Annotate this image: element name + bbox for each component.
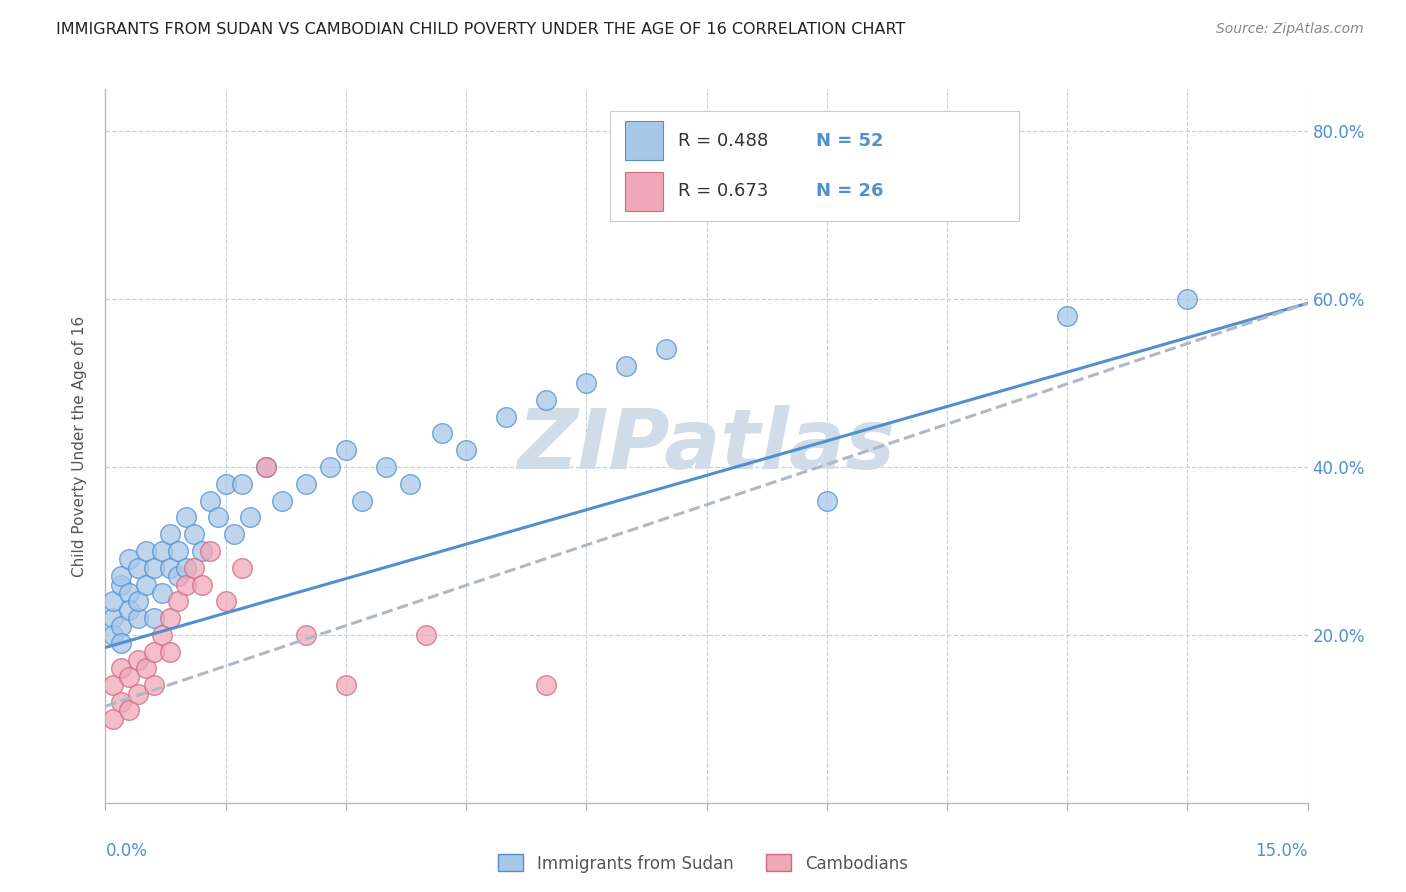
Point — [110, 695, 132, 709]
Point — [174, 560, 197, 574]
Point — [118, 670, 141, 684]
Text: N = 26: N = 26 — [815, 182, 883, 200]
Point — [166, 594, 188, 608]
Legend: Immigrants from Sudan, Cambodians: Immigrants from Sudan, Cambodians — [492, 847, 914, 880]
Point — [270, 493, 292, 508]
Point — [127, 594, 149, 608]
Point — [207, 510, 229, 524]
Point — [118, 603, 141, 617]
Point — [150, 586, 173, 600]
Point — [190, 544, 212, 558]
Point — [183, 527, 205, 541]
Point — [415, 628, 437, 642]
Point — [127, 687, 149, 701]
Point — [534, 392, 557, 407]
Point — [103, 678, 125, 692]
Point — [159, 611, 181, 625]
Point — [103, 594, 125, 608]
Point — [231, 476, 253, 491]
Point — [399, 476, 422, 491]
Point — [142, 678, 165, 692]
Point — [118, 586, 141, 600]
Point — [430, 426, 453, 441]
Point — [374, 460, 398, 475]
FancyBboxPatch shape — [610, 111, 1019, 221]
Point — [222, 527, 245, 541]
Point — [295, 628, 318, 642]
Point — [142, 560, 165, 574]
Point — [166, 569, 188, 583]
Point — [135, 577, 157, 591]
Text: 15.0%: 15.0% — [1256, 842, 1308, 860]
Point — [335, 443, 357, 458]
Point — [254, 460, 277, 475]
Y-axis label: Child Poverty Under the Age of 16: Child Poverty Under the Age of 16 — [72, 316, 87, 576]
Point — [254, 460, 277, 475]
Point — [110, 636, 132, 650]
Point — [198, 544, 221, 558]
Point — [655, 343, 678, 357]
Point — [110, 661, 132, 675]
Point — [575, 376, 598, 390]
Text: N = 52: N = 52 — [815, 132, 883, 150]
Point — [110, 577, 132, 591]
Point — [118, 703, 141, 717]
Point — [1056, 309, 1078, 323]
Point — [350, 493, 373, 508]
Point — [495, 409, 517, 424]
Point — [135, 661, 157, 675]
Point — [616, 359, 638, 374]
Point — [166, 544, 188, 558]
Point — [174, 577, 197, 591]
Point — [150, 544, 173, 558]
Point — [815, 493, 838, 508]
Point — [1177, 292, 1199, 306]
Point — [198, 493, 221, 508]
Text: 0.0%: 0.0% — [105, 842, 148, 860]
Point — [127, 653, 149, 667]
Bar — [624, 171, 664, 211]
Point — [159, 560, 181, 574]
Point — [118, 552, 141, 566]
Point — [239, 510, 262, 524]
Point — [150, 628, 173, 642]
Point — [295, 476, 318, 491]
Point — [454, 443, 477, 458]
Point — [127, 560, 149, 574]
Point — [214, 594, 236, 608]
Bar — [624, 121, 664, 161]
Text: R = 0.673: R = 0.673 — [678, 182, 768, 200]
Point — [190, 577, 212, 591]
Point — [214, 476, 236, 491]
Point — [103, 712, 125, 726]
Point — [335, 678, 357, 692]
Text: ZIPatlas: ZIPatlas — [517, 406, 896, 486]
Point — [110, 569, 132, 583]
Point — [319, 460, 342, 475]
Point — [159, 527, 181, 541]
Text: IMMIGRANTS FROM SUDAN VS CAMBODIAN CHILD POVERTY UNDER THE AGE OF 16 CORRELATION: IMMIGRANTS FROM SUDAN VS CAMBODIAN CHILD… — [56, 22, 905, 37]
Point — [174, 510, 197, 524]
Point — [142, 645, 165, 659]
Point — [103, 628, 125, 642]
Point — [776, 191, 799, 205]
Point — [103, 611, 125, 625]
Point — [110, 619, 132, 633]
Point — [231, 560, 253, 574]
Point — [135, 544, 157, 558]
Point — [142, 611, 165, 625]
Point — [127, 611, 149, 625]
Text: R = 0.488: R = 0.488 — [678, 132, 768, 150]
Text: Source: ZipAtlas.com: Source: ZipAtlas.com — [1216, 22, 1364, 37]
Point — [183, 560, 205, 574]
Point — [534, 678, 557, 692]
Point — [159, 645, 181, 659]
